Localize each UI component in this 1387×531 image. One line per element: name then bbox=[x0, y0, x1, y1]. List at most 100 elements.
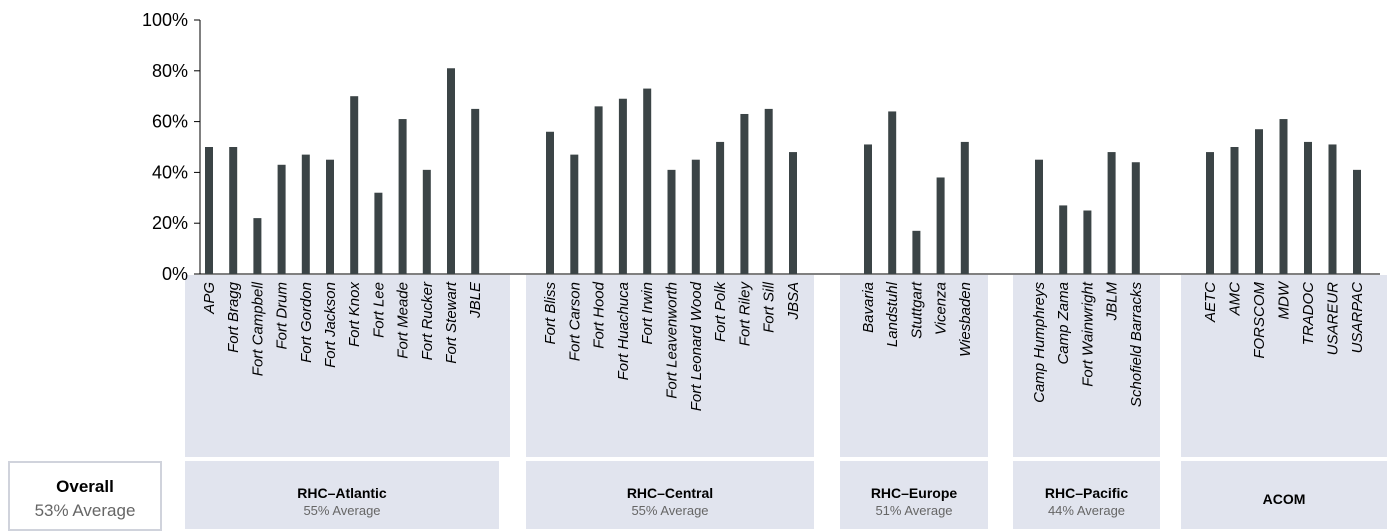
x-tick-label: Fort Hood bbox=[591, 281, 608, 348]
y-tick-label: 20% bbox=[152, 213, 188, 233]
x-tick-label: MDW bbox=[1276, 280, 1293, 319]
overall-average: 53% Average bbox=[34, 501, 136, 520]
category-label-panel bbox=[840, 275, 988, 457]
x-tick-label: Fort Leavenworth bbox=[664, 282, 681, 399]
bar bbox=[888, 111, 897, 274]
bar bbox=[398, 119, 407, 274]
bar bbox=[740, 113, 749, 274]
bar bbox=[618, 98, 627, 275]
bar bbox=[864, 144, 872, 274]
x-tick-label: Fort Polk bbox=[712, 281, 729, 343]
x-tick-label: Fort Bragg bbox=[225, 281, 242, 353]
bar bbox=[277, 164, 286, 274]
x-tick-label: AMC bbox=[1227, 282, 1244, 317]
x-tick-label: Fort Bliss bbox=[542, 282, 559, 345]
overall-label: Overall bbox=[56, 477, 114, 496]
bar bbox=[447, 68, 455, 274]
bar bbox=[643, 88, 652, 274]
x-tick-label: JBSA bbox=[785, 282, 802, 321]
x-tick-label: Fort Gordon bbox=[298, 282, 315, 363]
group-label: RHC–Central bbox=[626, 485, 714, 501]
group-average: 44% Average bbox=[1047, 503, 1126, 518]
y-tick-label: 0% bbox=[162, 264, 188, 284]
bar bbox=[1083, 210, 1092, 274]
bar bbox=[936, 177, 945, 274]
x-tick-label: Fort Campbell bbox=[249, 281, 266, 376]
y-tick-label: 80% bbox=[152, 61, 188, 81]
x-tick-label: Schofield Barracks bbox=[1128, 282, 1145, 408]
x-tick-label: JBLE bbox=[467, 281, 484, 319]
group-average: 51% Average bbox=[875, 503, 953, 518]
x-tick-label: Fort Carson bbox=[566, 282, 583, 361]
bar bbox=[1131, 162, 1140, 274]
bar bbox=[229, 147, 238, 274]
bar bbox=[205, 147, 213, 274]
group-box-rhc-europe: RHC–Europe 51% Average bbox=[840, 461, 988, 529]
bar bbox=[1353, 169, 1361, 274]
group-box-rhc-central: RHC–Central 55% Average bbox=[526, 461, 814, 529]
x-tick-label: Fort Riley bbox=[736, 281, 753, 347]
x-tick-label: Vicenza bbox=[933, 282, 950, 335]
bar bbox=[1255, 129, 1263, 274]
bar bbox=[1206, 152, 1214, 274]
bar bbox=[1059, 205, 1068, 274]
x-tick-label: Camp Humphreys bbox=[1031, 282, 1048, 403]
x-tick-label: Fort Leonard Wood bbox=[688, 281, 705, 411]
bar bbox=[546, 131, 554, 274]
x-tick-label: Fort Wainwright bbox=[1079, 281, 1096, 387]
category-label-panel bbox=[1181, 275, 1387, 457]
x-tick-label: Fort Drum bbox=[274, 282, 291, 350]
bar bbox=[471, 108, 480, 275]
x-tick-label: Landstuhl bbox=[884, 281, 901, 347]
bar bbox=[1328, 144, 1337, 274]
bar bbox=[374, 192, 383, 274]
overall-box: Overall 53% Average bbox=[8, 461, 162, 531]
x-tick-label: USARPAC bbox=[1349, 282, 1366, 354]
category-label-panel bbox=[185, 275, 510, 457]
x-tick-label: Bavaria bbox=[860, 282, 877, 333]
group-box-rhc-atlantic: RHC–Atlantic 55% Average bbox=[185, 461, 499, 529]
x-tick-label: Fort Huachuca bbox=[615, 282, 632, 380]
bar bbox=[594, 106, 603, 274]
bar bbox=[1107, 152, 1116, 274]
group-average: 55% Average bbox=[631, 503, 709, 518]
x-tick-label: Fort Stewart bbox=[443, 281, 460, 364]
group-box-acom: ACOM bbox=[1181, 461, 1387, 529]
group-label: RHC–Europe bbox=[870, 485, 958, 501]
bar bbox=[1230, 147, 1239, 274]
y-tick-label: 40% bbox=[152, 162, 188, 182]
x-tick-label: Fort Jackson bbox=[322, 282, 339, 368]
x-tick-label: TRADOC bbox=[1300, 282, 1317, 346]
bar bbox=[253, 218, 262, 274]
x-tick-label: Fort Meade bbox=[395, 282, 412, 359]
x-tick-label: AETC bbox=[1202, 282, 1219, 323]
category-label-panel bbox=[526, 275, 814, 457]
bar bbox=[764, 108, 773, 275]
y-tick-label: 60% bbox=[152, 112, 188, 132]
group-average: 55% Average bbox=[303, 503, 381, 518]
x-tick-label: Fort Rucker bbox=[419, 281, 436, 360]
x-tick-label: Wiesbaden bbox=[957, 282, 974, 357]
bar bbox=[350, 96, 359, 274]
bar bbox=[1279, 119, 1288, 274]
bar bbox=[1304, 141, 1312, 274]
x-tick-label: Stuttgart bbox=[908, 281, 925, 339]
x-tick-label: USAREUR bbox=[1325, 282, 1342, 356]
bar bbox=[422, 169, 431, 274]
bar bbox=[912, 230, 921, 274]
bar bbox=[667, 169, 676, 274]
bar bbox=[789, 152, 797, 274]
bar bbox=[716, 141, 725, 274]
bar bbox=[960, 141, 969, 274]
bar bbox=[1035, 159, 1043, 274]
bar bbox=[691, 159, 700, 274]
bar bbox=[326, 159, 334, 274]
x-tick-label: Fort Sill bbox=[761, 281, 778, 333]
bar bbox=[301, 154, 310, 274]
x-tick-label: Fort Irwin bbox=[639, 282, 656, 345]
x-tick-label: APG bbox=[201, 282, 218, 315]
x-tick-label: Fort Lee bbox=[370, 282, 387, 338]
y-tick-label: 100% bbox=[142, 10, 188, 30]
bar bbox=[570, 154, 579, 274]
